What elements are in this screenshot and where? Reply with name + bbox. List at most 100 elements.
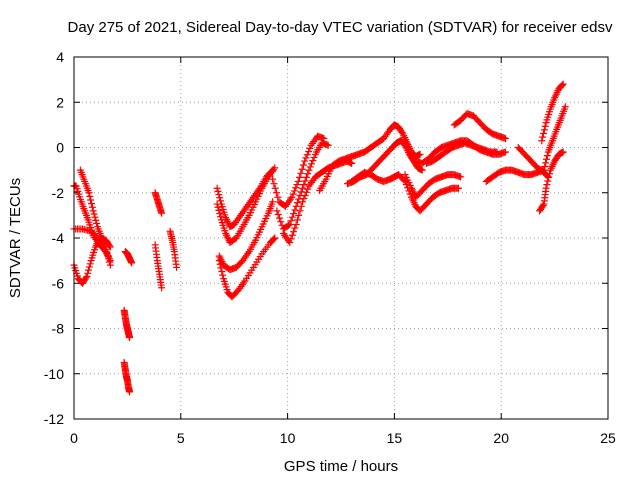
point-marker (288, 213, 296, 221)
point-marker (306, 144, 314, 152)
point-marker (544, 177, 552, 185)
x-tick-label: 20 (493, 430, 509, 446)
point-marker (286, 239, 294, 247)
point-marker (418, 166, 426, 174)
y-tick-label: -2 (52, 185, 65, 201)
point-marker (541, 163, 549, 171)
point-marker (219, 271, 227, 279)
point-marker (541, 122, 549, 130)
series-arc-n (215, 234, 279, 301)
point-marker (416, 150, 424, 158)
chart-title: Day 275 of 2021, Sidereal Day-to-day VTE… (68, 19, 613, 36)
point-marker (87, 196, 95, 204)
series-arc-p (273, 139, 332, 233)
point-marker (88, 200, 96, 208)
point-marker (291, 206, 299, 214)
point-marker (86, 192, 94, 200)
point-marker (106, 257, 114, 265)
point-marker (92, 216, 100, 224)
point-marker (288, 231, 296, 239)
point-marker (299, 198, 307, 206)
point-marker (559, 148, 567, 156)
point-marker (217, 197, 225, 205)
point-marker (303, 151, 311, 159)
point-marker (216, 210, 224, 218)
point-marker (310, 153, 318, 161)
point-marker (398, 129, 406, 137)
point-marker (294, 177, 302, 185)
series-arc-o (269, 132, 328, 210)
point-marker (274, 210, 282, 218)
series-arc-x (450, 110, 509, 142)
point-marker (559, 80, 567, 88)
point-marker (292, 220, 300, 228)
point-marker (304, 170, 312, 178)
point-marker (271, 184, 279, 192)
point-marker (88, 203, 96, 211)
point-marker (305, 166, 313, 174)
point-marker (271, 164, 279, 172)
point-marker (86, 260, 94, 268)
point-marker (301, 191, 309, 199)
point-marker (271, 234, 279, 242)
point-marker (215, 191, 223, 199)
y-tick-label: -8 (52, 321, 65, 337)
point-marker (457, 173, 465, 181)
series-arc-u (401, 171, 465, 201)
series-arc-w (422, 139, 501, 167)
x-tick-label: 10 (280, 430, 296, 446)
point-marker (304, 185, 312, 193)
x-tick-label: 5 (177, 430, 185, 446)
y-tick-label: 2 (56, 94, 64, 110)
point-marker (543, 181, 551, 189)
point-marker (90, 210, 98, 218)
point-marker (216, 260, 224, 268)
grid (74, 57, 608, 419)
series-arc-ab (540, 103, 569, 174)
point-marker (216, 194, 224, 202)
point-marker (542, 155, 550, 163)
point-marker (83, 272, 91, 280)
point-marker (539, 133, 547, 141)
point-marker (293, 199, 301, 207)
y-tick-label: 4 (56, 49, 64, 65)
series-arc-m (215, 198, 277, 274)
point-marker (173, 263, 181, 271)
point-marker (300, 195, 308, 203)
point-marker (295, 211, 303, 219)
point-marker (272, 189, 280, 197)
point-marker (348, 159, 356, 167)
x-tick-label: 15 (387, 430, 403, 446)
point-marker (215, 206, 223, 214)
x-tick-label: 25 (600, 430, 616, 446)
series-arc-z (514, 144, 552, 181)
point-marker (85, 189, 93, 197)
point-marker (324, 141, 332, 149)
point-marker (299, 184, 307, 192)
point-marker (84, 269, 92, 277)
point-marker (106, 243, 114, 251)
point-marker (270, 235, 278, 243)
point-marker (306, 163, 314, 171)
point-marker (104, 252, 112, 260)
point-marker (542, 184, 550, 192)
point-marker (454, 184, 462, 192)
point-marker (501, 134, 509, 142)
point-marker (290, 210, 298, 218)
point-marker (540, 126, 548, 134)
point-marker (89, 207, 97, 215)
point-marker (493, 148, 501, 156)
point-marker (542, 159, 550, 167)
x-tick-label: 0 (70, 430, 78, 446)
point-marker (273, 207, 281, 215)
series-arc-l (213, 164, 279, 247)
point-marker (561, 103, 569, 111)
point-marker (128, 259, 136, 267)
point-marker (301, 157, 309, 165)
y-tick-label: -4 (52, 230, 65, 246)
point-marker (277, 218, 285, 226)
point-marker (287, 235, 295, 243)
point-marker (93, 220, 101, 228)
point-marker (308, 160, 316, 168)
